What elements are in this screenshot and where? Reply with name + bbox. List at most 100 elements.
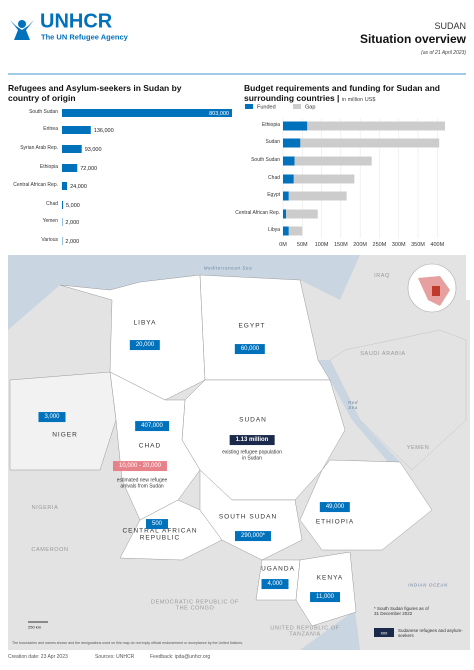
x-tick-label: 50M: [297, 242, 308, 248]
sea-label: INDIAN OCEAN: [408, 582, 448, 588]
category-label: Various: [41, 237, 58, 244]
logo-text: UNHCR: [40, 10, 113, 33]
country-label: DEMOCRATIC REPUBLIC OF THE CONGO: [151, 599, 239, 612]
country-label: NIGERIA: [31, 504, 59, 511]
map: [8, 255, 470, 650]
x-tick-label: 0M: [279, 242, 287, 248]
bar-segment: [293, 174, 355, 184]
country-label: SAUDI ARABIA: [360, 350, 406, 357]
country-label: CAMEROON: [31, 546, 69, 553]
country-label: UGANDA: [261, 565, 295, 573]
bar-segment: [283, 209, 287, 219]
bar-segment: [283, 174, 294, 184]
bar-segment: [283, 156, 295, 166]
bar: [62, 182, 68, 190]
x-tick-label: 300M: [392, 242, 406, 248]
value-label: 2,000: [65, 220, 79, 226]
country-label: UNITED REPUBLIC OF TANZANIA: [270, 625, 340, 638]
bar-segment: [283, 191, 289, 201]
sea-label: Red Sea: [347, 399, 359, 410]
new-arrivals-box: 10,000 - 20,000: [112, 461, 168, 471]
legend-swatch: [293, 104, 301, 109]
country-label: ETHIOPIA: [315, 518, 355, 526]
category-label: Eritrea: [43, 126, 58, 133]
footnote: * South Sudan figures as of 31 December …: [374, 605, 429, 616]
country-label: LIBYA: [133, 319, 157, 327]
country-label: EGYPT: [238, 322, 266, 330]
bar: [62, 145, 82, 153]
bar: [62, 164, 78, 172]
bar-segment: [286, 209, 318, 219]
value-label: 93,000: [85, 147, 102, 153]
x-tick-label: 200M: [353, 242, 367, 248]
sudan-caption: existing refugee population in Sudan: [222, 449, 282, 461]
value-label: 2,000: [65, 239, 79, 245]
country-label: CENTRAL AFRICAN REPUBLIC: [122, 527, 198, 542]
country-label: CHAD: [138, 442, 162, 450]
country-label: SOUTH SUDAN: [218, 513, 278, 521]
category-label: Central African Rep.: [235, 210, 280, 217]
country-label: YEMEN: [406, 444, 430, 451]
bar-segment: [283, 138, 301, 148]
legend-key: xxx: [380, 629, 388, 635]
page-title: Situation overview: [359, 32, 466, 47]
sea-label: Mediterranean Sea: [203, 265, 253, 271]
value-label: 72,000: [80, 166, 97, 172]
x-tick-label: 400M: [430, 242, 444, 248]
sudan-total-box: 1.13 million: [229, 435, 275, 445]
figure-box: 60,000: [234, 344, 266, 354]
x-tick-label: 150M: [334, 242, 348, 248]
bar-segment: [283, 226, 289, 236]
value-label: 803,000: [209, 111, 229, 117]
country-label: SUDAN: [239, 416, 267, 424]
scale-label: 250 km: [28, 624, 42, 630]
bar: [62, 109, 232, 117]
bar-segment: [300, 138, 440, 148]
legend-label: Funded: [257, 105, 276, 111]
category-label: Chad: [46, 201, 58, 208]
figure-box: 20,000: [129, 340, 161, 350]
value-label: 24,000: [70, 184, 87, 190]
category-label: Ethiopia: [39, 164, 58, 171]
unit: in million US$: [341, 97, 376, 103]
category-label: Yemen: [42, 218, 58, 225]
bar: [62, 201, 64, 209]
legend-swatch: [374, 628, 394, 637]
x-tick-label: 100M: [315, 242, 329, 248]
category-label: South Sudan: [251, 157, 280, 164]
figure-box: 3,000: [38, 412, 66, 422]
legend-text: Sudanese refugees and asylum-seekers: [398, 627, 463, 638]
category-label: South Sudan: [29, 109, 58, 116]
bar: [62, 126, 91, 134]
category-label: Ethiopia: [261, 122, 280, 129]
chart-title: Refugees and Asylum-seekers in Sudan by …: [8, 83, 182, 103]
figure-box: 4,000: [261, 579, 289, 589]
bar-segment: [288, 226, 303, 236]
date: (as of 21 April 2023): [421, 50, 466, 57]
country-label: KENYA: [316, 574, 344, 582]
value-label: 136,000: [94, 128, 114, 134]
chart-title: Budget requirements and funding for Suda…: [244, 83, 440, 103]
bar-segment: [288, 191, 347, 201]
x-tick-label: 250M: [373, 242, 387, 248]
figure-box: 500: [145, 519, 169, 529]
figure-box: 407,000: [135, 421, 169, 431]
category-label: Chad: [268, 175, 280, 182]
category-label: Libya: [268, 227, 280, 234]
legend-swatch: [245, 104, 253, 109]
bar-segment: [283, 121, 308, 131]
figure-box: 290,000*: [234, 531, 272, 541]
category-label: Sudan: [265, 139, 280, 146]
bar-segment: [307, 121, 445, 131]
logo-icon: [10, 20, 34, 40]
category-label: Egypt: [267, 192, 280, 199]
bar-segment: [294, 156, 372, 166]
figure-box: 49,000: [319, 502, 351, 512]
footer-feedback: Feedback: ipda@unhcr.org: [150, 654, 211, 661]
logo-tagline: The UN Refugee Agency: [41, 32, 128, 42]
legend-label: Gap: [305, 105, 315, 111]
disclaimer: The boundaries and names shown and the d…: [12, 640, 244, 645]
